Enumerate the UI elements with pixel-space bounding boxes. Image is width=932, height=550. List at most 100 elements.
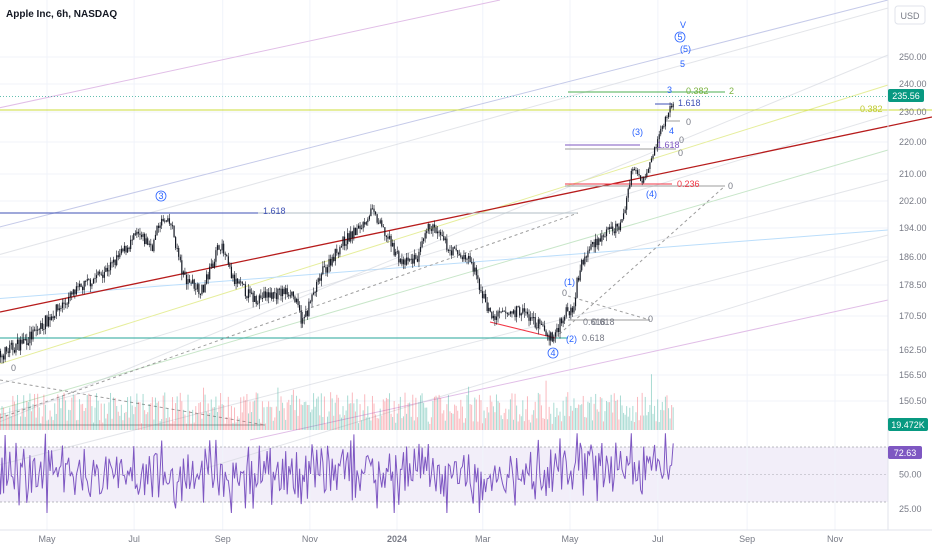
- volume-bar: [127, 397, 129, 430]
- volume-bar: [258, 418, 260, 430]
- volume-bar: [66, 420, 68, 430]
- candle-body: [78, 283, 81, 287]
- candle-body: [545, 330, 547, 336]
- candle-body: [55, 304, 57, 317]
- volume-bar: [120, 404, 122, 430]
- candle-body: [478, 278, 481, 290]
- candle-body: [463, 254, 465, 260]
- volume-bar: [618, 419, 620, 430]
- candle-body: [24, 338, 26, 340]
- volume-bar: [522, 400, 524, 430]
- volume-bar: [240, 397, 242, 430]
- candle-body: [570, 307, 572, 316]
- candle-body: [57, 304, 59, 311]
- candle-body: [450, 250, 453, 256]
- volume-bar: [224, 423, 226, 430]
- volume-bar: [384, 401, 386, 430]
- candle-body: [427, 223, 429, 232]
- candle-body: [209, 266, 211, 280]
- volume-bar: [128, 417, 130, 430]
- candle-body: [314, 292, 316, 294]
- chart-annotation: 1.618: [657, 140, 680, 150]
- candle-body: [250, 292, 253, 294]
- volume-bar: [263, 407, 265, 430]
- volume-bar: [7, 416, 9, 430]
- volume-bar: [499, 402, 501, 430]
- candle-body: [136, 231, 138, 235]
- volume-bar: [624, 414, 626, 430]
- candle-body: [413, 254, 415, 264]
- candle-body: [188, 279, 191, 283]
- volume-bar: [260, 422, 262, 430]
- candle-body: [61, 302, 64, 309]
- volume-bar: [652, 413, 654, 430]
- candle-body: [559, 318, 561, 332]
- currency-button-label: USD: [900, 11, 920, 21]
- volume-bar: [433, 396, 435, 430]
- chart-annotation: 0: [728, 181, 733, 191]
- volume-bar: [392, 417, 394, 430]
- volume-bar: [302, 405, 304, 430]
- channel-line: [0, 0, 501, 109]
- candle-body: [354, 227, 357, 235]
- chart-annotation: 3: [667, 85, 672, 95]
- volume-bar: [362, 410, 364, 430]
- candle-body: [498, 311, 501, 313]
- volume-bar: [500, 415, 502, 430]
- volume-bar: [530, 422, 532, 430]
- candle-body: [126, 247, 129, 253]
- channel-line: [0, 0, 889, 228]
- candle-body: [402, 259, 405, 265]
- volume-bar: [4, 412, 6, 430]
- currency-button[interactable]: USD: [894, 5, 926, 25]
- price-axis[interactable]: 250.00 240.00 230.00 220.00 210.00 202.00 194.…: [899, 52, 927, 514]
- candle-body: [621, 219, 623, 223]
- volume-bar: [613, 393, 615, 430]
- candle-body: [269, 292, 271, 298]
- candle-body: [195, 288, 197, 290]
- candle-body: [367, 219, 369, 223]
- volume-bar: [37, 393, 39, 430]
- price-tick-label: 194.00: [899, 223, 927, 233]
- candle-body: [184, 271, 186, 276]
- volume-bar: [379, 408, 381, 430]
- volume-bar: [322, 416, 324, 430]
- candle-body: [199, 293, 202, 295]
- volume-bar: [179, 392, 181, 430]
- candle-body: [54, 316, 56, 319]
- volume-bar: [133, 414, 135, 430]
- volume-bar: [502, 419, 504, 430]
- chart-annotation: 0: [562, 288, 567, 298]
- candle-body: [91, 283, 93, 287]
- volume-bar: [82, 403, 84, 430]
- candle-body: [491, 311, 493, 319]
- volume-bar: [554, 416, 556, 430]
- candle-body: [128, 247, 130, 250]
- volume-bar: [415, 397, 417, 430]
- volume-bar: [333, 415, 335, 430]
- grid: [0, 0, 888, 530]
- volume-bar: [350, 403, 352, 430]
- candle-body: [292, 291, 295, 297]
- candle-body: [240, 281, 242, 283]
- volume-bar: [159, 421, 161, 430]
- price-tick-label: 250.00: [899, 52, 927, 62]
- candle-body: [114, 259, 116, 266]
- candle-body: [605, 229, 608, 237]
- volume-bar: [74, 395, 76, 430]
- volume-bar: [550, 413, 552, 430]
- candle-body: [235, 278, 237, 285]
- volume-bar: [261, 401, 263, 430]
- volume-bar: [286, 402, 288, 430]
- volume-bar: [0, 413, 1, 430]
- volume-bar: [272, 420, 274, 430]
- volume-bar: [638, 420, 640, 430]
- time-axis[interactable]: May Jul Sep Nov 2024 Mar May Jul Sep Nov: [38, 534, 843, 544]
- volume-bar: [623, 412, 625, 430]
- volume-bar: [306, 404, 308, 430]
- candle-body: [415, 254, 417, 259]
- candle-body: [444, 238, 446, 241]
- volume-bar: [387, 398, 389, 430]
- candle-body: [517, 306, 519, 308]
